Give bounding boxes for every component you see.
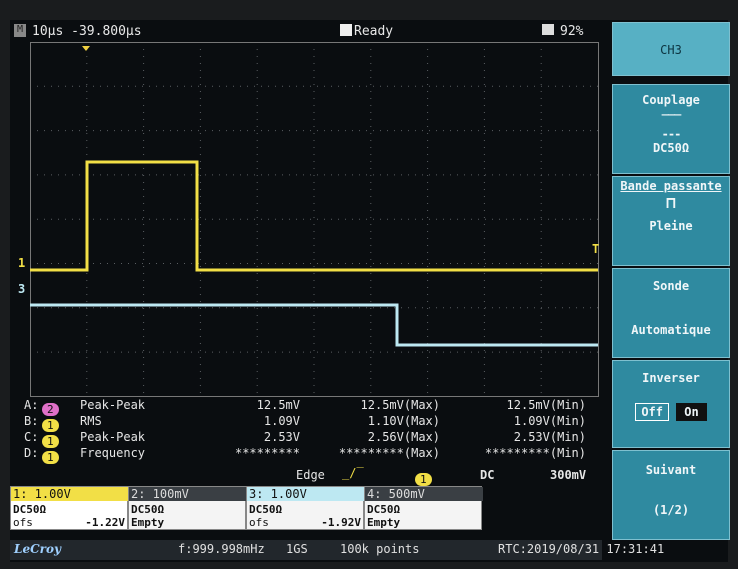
coupling-label: Couplage [642, 93, 700, 107]
next-page: (1/2) [652, 503, 690, 517]
grid-border [30, 42, 599, 397]
invert-button[interactable]: Inverser Off On [612, 360, 730, 448]
menu-title[interactable]: CH3 [612, 22, 730, 76]
status-text: Ready [354, 24, 394, 39]
meas-channel-pill: 1 [42, 451, 59, 464]
meas-min: 1.09V(Min) [513, 414, 586, 428]
invert-label: Inverser [642, 371, 700, 385]
trigger-coupling: DC [480, 468, 495, 482]
meas-value: 2.53V [263, 430, 300, 444]
channel-scale: 2: 100mV [129, 487, 247, 501]
invert-toggle: Off On [613, 403, 729, 421]
meas-id: B: [24, 414, 39, 428]
status-bar [10, 540, 602, 560]
channel-box: 3: 1.00V DC50Ω ofs -1.92V [246, 486, 365, 530]
filter-icon: ⊓ [666, 193, 676, 212]
next-button[interactable]: Suivant (1/2) [612, 450, 730, 540]
meas-max: 2.56V(Max) [367, 430, 440, 444]
channel-coupling: DC50Ω [249, 503, 283, 516]
frequency: f:999.998mHz [178, 542, 265, 556]
trigger-channel: 1 [415, 468, 432, 487]
sample-rate: 1GS [286, 542, 308, 556]
meas-max: *********(Max) [338, 446, 440, 460]
battery-icon [542, 24, 554, 35]
channel-offset-label: ofs [13, 516, 33, 529]
meas-channel: 1 [42, 414, 59, 433]
channel-box: 4: 500mV DC50Ω Empty [364, 486, 483, 530]
coupling-value: DC50Ω [652, 141, 690, 155]
invert-on[interactable]: On [676, 403, 707, 421]
meas-value: ********* [234, 446, 300, 460]
ch1-trace [30, 160, 598, 272]
trigger-position [82, 46, 90, 51]
ch1-marker: 1 [18, 256, 26, 270]
points: 100k points [340, 542, 420, 556]
meas-min: *********(Min) [484, 446, 586, 460]
channel-coupling: DC50Ω [131, 503, 165, 516]
battery: 92% [542, 24, 583, 39]
timebase: 10µs -39.800µs [32, 24, 142, 39]
battery-text: 92% [560, 24, 584, 39]
scope-screen: M 10µs -39.800µs Ready 92% 1 3 T A: 2 Peak… [10, 20, 730, 562]
dc-icon: ‾‾‾ --- [661, 113, 682, 141]
next-label: Suivant [645, 463, 697, 477]
bandwidth-value: Pleine [649, 219, 693, 233]
meas-channel-pill: 1 [42, 435, 59, 448]
waveform-display [30, 42, 599, 397]
probe-value: Automatique [631, 323, 711, 337]
channel-offset: Empty [131, 516, 165, 529]
channel-scale: 4: 500mV [365, 487, 483, 501]
channel-scale: 1: 1.00V [11, 487, 129, 501]
meas-min: 12.5mV(Min) [506, 398, 586, 412]
ch3-trace [30, 303, 598, 347]
probe-button[interactable]: Sonde Automatique [612, 268, 730, 358]
meas-channel-pill: 2 [42, 403, 59, 416]
bandwidth-label: Bande passante [620, 179, 722, 193]
meas-value: 1.09V [263, 414, 300, 428]
channel-coupling: DC50Ω [367, 503, 401, 516]
trigger-mode: Edge [296, 468, 325, 482]
meas-channel: 1 [42, 446, 59, 465]
probe-label: Sonde [652, 279, 690, 293]
trigger-edge-icon: _/‾ [342, 466, 364, 480]
meas-max: 12.5mV(Max) [360, 398, 440, 412]
meas-name: Peak-Peak [80, 430, 146, 444]
channel-offset: Empty [367, 516, 401, 529]
meas-name: Peak-Peak [80, 398, 146, 412]
channel-coupling: DC50Ω [13, 503, 47, 516]
meas-channel-pill: 1 [42, 419, 59, 432]
channel-offset-label: ofs [249, 516, 269, 529]
meas-min: 2.53V(Min) [513, 430, 586, 444]
channel-offset: -1.92V [321, 516, 361, 529]
run-icon [340, 24, 352, 36]
channel-scale: 3: 1.00V [247, 487, 365, 501]
trigger-marker: T [592, 242, 600, 256]
channel-offset: -1.22V [85, 516, 125, 529]
rtc: RTC:2019/08/31 17:31:41 [498, 542, 665, 556]
channel-box: 1: 1.00V DC50Ω ofs -1.22V [10, 486, 129, 530]
ch3-marker: 3 [18, 282, 26, 296]
meas-name: Frequency [80, 446, 146, 460]
channel-box: 2: 100mV DC50Ω Empty [128, 486, 247, 530]
meas-channel: 1 [42, 430, 59, 449]
meas-id: A: [24, 398, 39, 412]
meas-max: 1.10V(Max) [367, 414, 440, 428]
status: Ready [340, 24, 393, 39]
meas-name: RMS [80, 414, 102, 428]
invert-off[interactable]: Off [635, 403, 669, 421]
meas-value: 12.5mV [256, 398, 300, 412]
meas-channel: 2 [42, 398, 59, 417]
trigger-channel-pill: 1 [415, 473, 432, 486]
menu-icon[interactable]: M [14, 24, 26, 37]
brand: LeCroy [14, 542, 61, 556]
coupling-button[interactable]: Couplage ‾‾‾ --- DC50Ω [612, 84, 730, 174]
meas-id: D: [24, 446, 39, 460]
trigger-level: 300mV [550, 468, 587, 482]
meas-id: C: [24, 430, 39, 444]
bandwidth-button[interactable]: Bande passante ⊓ Pleine [612, 176, 730, 266]
